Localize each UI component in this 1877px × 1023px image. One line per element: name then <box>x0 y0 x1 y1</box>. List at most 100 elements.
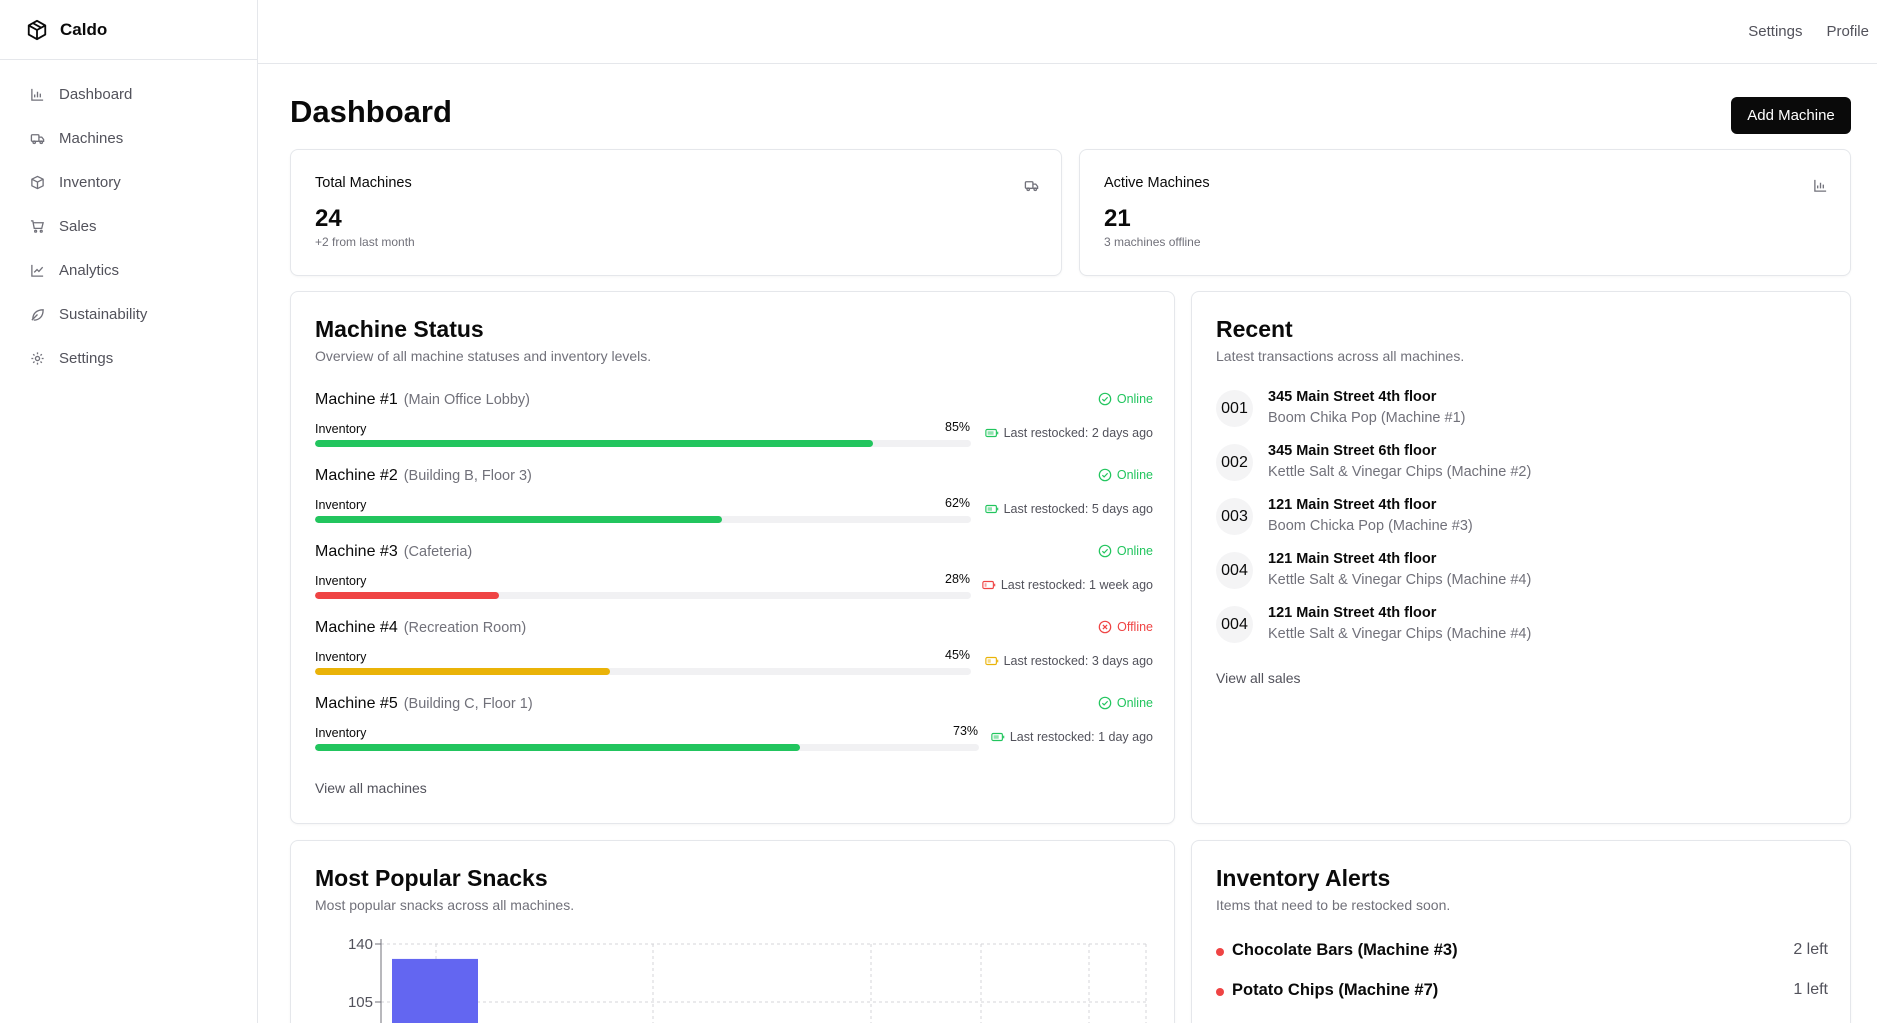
x-circle-icon <box>1098 620 1112 634</box>
check-circle-icon <box>1098 696 1112 710</box>
machine-location: (Building C, Floor 1) <box>403 696 533 712</box>
restock-info: Last restocked: 3 days ago <box>984 654 1153 668</box>
popular-snacks-chart: 140 105 <box>348 936 1147 1023</box>
stat-subtext: +2 from last month <box>315 235 415 249</box>
restock-text: Last restocked: 1 week ago <box>1000 578 1153 592</box>
sidebar-item-label: Inventory <box>59 173 121 191</box>
settings-link[interactable]: Settings <box>1748 23 1803 40</box>
stat-title: Total Machines <box>315 175 412 191</box>
machine-name: Machine #2 (Building B, Floor 3) <box>315 467 532 485</box>
card-title: Inventory Alerts <box>1216 865 1391 891</box>
inventory-progress-bar <box>315 592 971 599</box>
transaction-product: Kettle Salt & Vinegar Chips (Machine #2) <box>1268 464 1532 480</box>
check-circle-icon <box>1098 392 1112 406</box>
machine-title: Machine #3 <box>315 543 398 560</box>
truck-icon <box>30 133 45 144</box>
transaction-address: 345 Main Street 6th floor <box>1268 443 1437 459</box>
list-item[interactable]: 002 345 Main Street 6th floor Kettle Salt … <box>1216 443 1816 497</box>
sidebar-item-inventory[interactable]: Inventory <box>0 160 257 204</box>
app-name: Caldo <box>60 19 108 39</box>
sidebar-item-settings[interactable]: Settings <box>0 336 257 380</box>
popular-snacks-card: Most Popular Snacks Most popular snacks … <box>290 840 1175 1023</box>
restock-info: Last restocked: 2 days ago <box>984 426 1153 440</box>
inventory-label: Inventory <box>315 650 367 664</box>
alert-item[interactable]: Chocolate Bars (Machine #3) 2 left <box>1216 941 1828 965</box>
stat-value: 24 <box>315 205 342 232</box>
gear-icon <box>31 351 44 365</box>
package-logo-icon <box>27 19 47 40</box>
card-title: Most Popular Snacks <box>315 865 548 891</box>
machine-title: Machine #5 <box>315 695 398 712</box>
chart-bar <box>392 958 478 1023</box>
inventory-percent: 28% <box>945 572 971 586</box>
list-item[interactable]: 003 121 Main Street 4th floor Boom Chicka … <box>1216 497 1816 551</box>
restock-text: Last restocked: 1 day ago <box>1009 730 1153 744</box>
status-badge: Online <box>1098 696 1153 710</box>
card-subtitle: Overview of all machine statuses and inv… <box>315 348 652 364</box>
machine-status-card: Machine Status Overview of all machine s… <box>290 291 1175 824</box>
inventory-progress-bar <box>315 440 971 447</box>
machine-row[interactable]: Machine #3 (Cafeteria) Online Inventory 28% L… <box>315 540 1153 606</box>
inventory-progress-bar <box>315 668 971 675</box>
status-label: Online <box>1116 696 1153 710</box>
view-all-machines-link[interactable]: View all machines <box>315 780 427 796</box>
list-item[interactable]: 004 121 Main Street 4th floor Kettle Salt … <box>1216 605 1816 659</box>
machine-row[interactable]: Machine #5 (Building C, Floor 1) Online Inv… <box>315 692 1153 758</box>
machine-row[interactable]: Machine #4 (Recreation Room) Offline Invent… <box>315 616 1153 682</box>
card-subtitle: Items that need to be restocked soon. <box>1216 897 1451 913</box>
card-title: Recent <box>1216 316 1293 342</box>
sidebar-item-machines[interactable]: Machines <box>0 116 257 160</box>
sidebar-item-sustainability[interactable]: Sustainability <box>0 292 257 336</box>
inventory-progress-fill <box>315 516 722 523</box>
sidebar-item-label: Settings <box>59 349 114 367</box>
alert-item-count: 2 left <box>1793 941 1828 958</box>
restock-text: Last restocked: 5 days ago <box>1003 502 1153 516</box>
transaction-address: 345 Main Street 4th floor <box>1268 389 1437 405</box>
card-subtitle: Most popular snacks across all machines. <box>315 897 575 913</box>
restock-info: Last restocked: 1 week ago <box>982 578 1153 592</box>
alert-item[interactable]: Potato Chips (Machine #7) 1 left <box>1216 981 1828 1005</box>
machine-title: Machine #1 <box>315 391 398 408</box>
machine-location: (Main Office Lobby) <box>403 392 530 408</box>
restock-text: Last restocked: 3 days ago <box>1003 654 1153 668</box>
inventory-progress-bar <box>315 744 979 751</box>
machine-title: Machine #2 <box>315 467 398 484</box>
leaf-icon <box>31 308 44 321</box>
battery-icon <box>991 732 1005 742</box>
truck-icon <box>1024 181 1039 192</box>
sidebar-nav: Dashboard Machines Inventory Sales Analy… <box>0 60 257 380</box>
list-item[interactable]: 004 121 Main Street 4th floor Kettle Salt … <box>1216 551 1816 605</box>
machine-location: (Building B, Floor 3) <box>403 468 532 484</box>
sidebar-item-analytics[interactable]: Analytics <box>0 248 257 292</box>
sidebar-item-label: Analytics <box>59 261 120 279</box>
machine-name: Machine #3 (Cafeteria) <box>315 543 472 561</box>
machine-name: Machine #1 (Main Office Lobby) <box>315 391 530 409</box>
status-badge: Online <box>1098 468 1153 482</box>
restock-text: Last restocked: 2 days ago <box>1003 426 1153 440</box>
view-all-sales-link[interactable]: View all sales <box>1216 670 1301 686</box>
transaction-id-badge: 003 <box>1216 498 1253 535</box>
transaction-address: 121 Main Street 4th floor <box>1268 605 1437 621</box>
machine-name: Machine #4 (Recreation Room) <box>315 619 526 637</box>
profile-link[interactable]: Profile <box>1826 23 1869 40</box>
machine-row[interactable]: Machine #1 (Main Office Lobby) Online Inven… <box>315 388 1153 454</box>
battery-icon <box>984 656 998 666</box>
page-title: Dashboard <box>290 94 452 129</box>
transaction-id-badge: 004 <box>1216 606 1253 643</box>
restock-info: Last restocked: 1 day ago <box>991 730 1153 744</box>
machine-row[interactable]: Machine #2 (Building B, Floor 3) Online Inv… <box>315 464 1153 530</box>
inventory-progress-fill <box>315 744 800 751</box>
add-machine-button[interactable]: Add Machine <box>1731 97 1851 134</box>
list-item[interactable]: 001 345 Main Street 4th floor Boom Chika P… <box>1216 389 1816 443</box>
inventory-alerts-card: Inventory Alerts Items that need to be r… <box>1191 840 1851 1023</box>
sidebar-item-label: Dashboard <box>59 85 133 103</box>
sidebar-item-sales[interactable]: Sales <box>0 204 257 248</box>
inventory-progress-fill <box>315 668 611 675</box>
sidebar: Caldo Dashboard Machines Inventory Sales… <box>0 0 258 1023</box>
status-badge: Offline <box>1098 620 1153 634</box>
stat-value: 21 <box>1104 205 1131 232</box>
transaction-product: Kettle Salt & Vinegar Chips (Machine #4) <box>1268 572 1532 588</box>
sidebar-item-dashboard[interactable]: Dashboard <box>0 72 257 116</box>
brand[interactable]: Caldo <box>0 0 257 60</box>
transaction-id-badge: 001 <box>1216 390 1253 427</box>
